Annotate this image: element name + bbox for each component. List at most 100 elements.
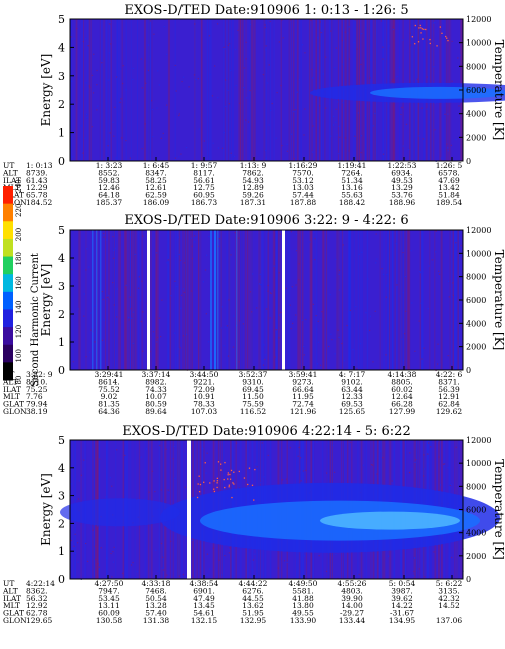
- noise-speckle: [141, 148, 143, 150]
- noise-speckle: [388, 19, 390, 21]
- noise-speckle: [184, 453, 186, 455]
- noise-streak: [388, 230, 390, 370]
- noise-speckle: [161, 299, 163, 301]
- noise-streak: [184, 230, 186, 370]
- noise-speckle: [295, 443, 297, 445]
- hot-speckle: [199, 483, 202, 486]
- noise-speckle: [319, 21, 321, 23]
- noise-speckle: [295, 314, 297, 316]
- orbit-cell: 8982.: [145, 377, 166, 386]
- noise-speckle: [72, 156, 74, 158]
- orbit-cell: 66.64: [292, 385, 314, 394]
- noise-speckle: [435, 251, 437, 253]
- noise-speckle: [208, 236, 210, 238]
- orbit-cell: 1: 6:45: [143, 161, 170, 170]
- orbit-cell: 55.63: [341, 191, 363, 200]
- noise-streak: [229, 230, 231, 370]
- noise-streak: [132, 230, 135, 370]
- noise-speckle: [97, 105, 99, 107]
- noise-speckle: [122, 65, 124, 67]
- orbit-cell: 3:44:50: [190, 370, 219, 379]
- noise-speckle: [316, 363, 319, 365]
- noise-speckle: [214, 65, 216, 67]
- noise-streak: [453, 230, 456, 370]
- orbit-cell: 3:59:41: [289, 370, 318, 379]
- orbit-cell: 13.29: [391, 183, 413, 192]
- orbit-cell: 13.45: [193, 601, 215, 610]
- noise-speckle: [436, 363, 439, 365]
- noise-speckle: [160, 137, 162, 139]
- orbit-cell: 41.88: [292, 594, 314, 603]
- hot-speckle: [414, 43, 416, 45]
- hot-speckle: [229, 473, 231, 476]
- noise-speckle: [451, 80, 453, 82]
- noise-speckle: [433, 66, 435, 68]
- noise-streak: [337, 230, 340, 370]
- noise-speckle: [245, 119, 247, 121]
- spectrogram: [70, 230, 463, 372]
- noise-speckle: [312, 125, 314, 127]
- orbit-cell: 1:16:29: [289, 161, 318, 170]
- noise-speckle: [147, 44, 149, 46]
- ytick-left-label: 5: [58, 13, 65, 26]
- noise-speckle: [405, 310, 407, 312]
- noise-streak: [220, 230, 222, 370]
- noise-speckle: [80, 474, 82, 476]
- orbit-cell: -29.27: [340, 609, 364, 618]
- noise-streak: [311, 19, 313, 161]
- orbit-cell: 10.91: [193, 392, 214, 401]
- noise-streak: [308, 19, 311, 161]
- noise-streak: [155, 230, 157, 370]
- noise-speckle: [342, 63, 344, 65]
- ytick-right-label: 2000: [466, 552, 486, 561]
- orbit-cell: 11.95: [292, 392, 314, 401]
- orbit-cell: 65.78: [26, 191, 48, 200]
- noise-speckle: [299, 457, 302, 459]
- orbit-cell: 1:13: 9: [240, 161, 267, 170]
- hot-speckle: [228, 484, 231, 486]
- noise-streak: [199, 230, 201, 370]
- noise-speckle: [225, 105, 227, 107]
- noise-speckle: [338, 125, 340, 127]
- noise-speckle: [85, 356, 87, 358]
- orbit-cell: 59.83: [98, 176, 120, 185]
- hot-speckle: [213, 480, 215, 482]
- noise-speckle: [423, 475, 425, 477]
- noise-speckle: [375, 233, 377, 235]
- orbit-cell: 38.19: [26, 407, 48, 416]
- bright-streak: [210, 230, 212, 370]
- hot-speckle: [422, 38, 424, 40]
- noise-streak: [408, 230, 411, 370]
- noise-speckle: [209, 568, 211, 570]
- noise-speckle: [311, 151, 314, 153]
- noise-streak: [348, 230, 351, 370]
- noise-streak: [300, 19, 302, 161]
- noise-streak: [244, 230, 246, 370]
- noise-speckle: [409, 32, 411, 35]
- noise-speckle: [431, 259, 434, 261]
- ytick-left-label: 0: [58, 573, 65, 586]
- noise-speckle: [459, 232, 461, 234]
- noise-speckle: [116, 288, 119, 290]
- orbit-cell: 4:38:54: [190, 579, 219, 588]
- noise-speckle: [348, 150, 350, 152]
- noise-speckle: [262, 364, 265, 366]
- noise-speckle: [298, 78, 301, 81]
- noise-speckle: [217, 97, 219, 99]
- orbit-cell: 125.65: [339, 407, 365, 416]
- noise-streak: [78, 230, 80, 370]
- noise-speckle: [388, 45, 390, 47]
- bright-streak: [236, 230, 238, 370]
- noise-streak: [360, 230, 362, 370]
- noise-speckle: [141, 280, 143, 282]
- noise-speckle: [77, 308, 79, 310]
- orbit-cell: 49.53: [391, 176, 413, 185]
- hot-speckle: [220, 469, 222, 471]
- noise-speckle: [286, 150, 288, 152]
- noise-streak: [276, 230, 278, 370]
- noise-speckle: [305, 318, 307, 321]
- noise-speckle: [422, 138, 424, 140]
- noise-speckle: [134, 576, 136, 579]
- noise-speckle: [183, 288, 185, 290]
- noise-streak: [174, 19, 176, 161]
